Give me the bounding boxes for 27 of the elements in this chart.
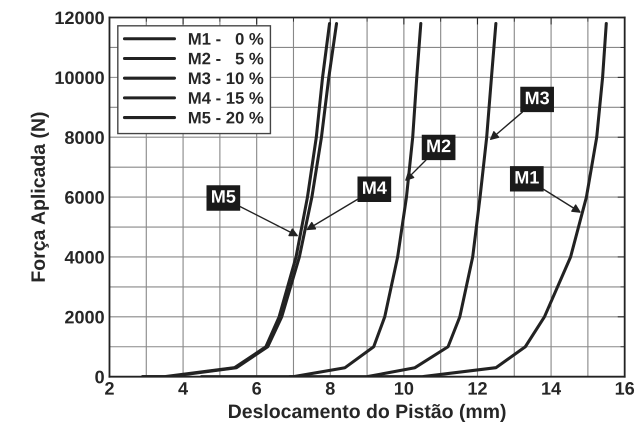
y-axis-title: Força Aplicada (N) [30, 112, 49, 282]
y-tick-label: 8000 [65, 131, 104, 144]
x-tick-label: 14 [542, 382, 562, 395]
annotation: M4 [363, 182, 387, 194]
x-axis-title: Deslocamento do Pistão (mm) [229, 404, 506, 422]
x-tick-label: 4 [178, 382, 188, 395]
x-tick-label: 16 [616, 382, 634, 395]
legend-label: M5 - 20 % [188, 112, 264, 124]
y-tick-label: 12000 [56, 11, 104, 24]
x-tick-label: 10 [394, 382, 414, 395]
legend-label: M2 - 5 % [188, 52, 264, 64]
y-tick-label: 10000 [56, 71, 104, 84]
x-tick-label: 2 [105, 382, 114, 395]
x-tick-label: 12 [468, 382, 487, 395]
y-tick-label: 2000 [65, 310, 104, 324]
annotation: M2 [427, 139, 450, 152]
x-tick-label: 8 [326, 382, 335, 395]
y-tick-label: 4000 [64, 250, 104, 264]
legend-label: M4 - 15 % [188, 92, 264, 104]
annotation: M3 [526, 92, 550, 104]
legend-label: M1 - 0 % [188, 32, 264, 45]
annotation: M1 [515, 171, 539, 184]
annotation: M5 [212, 190, 236, 203]
x-tick-label: 6 [252, 382, 262, 395]
legend-label: M3 - 10 % [188, 72, 264, 84]
y-tick-label: 0 [95, 370, 104, 384]
y-tick-label: 6000 [65, 191, 104, 204]
